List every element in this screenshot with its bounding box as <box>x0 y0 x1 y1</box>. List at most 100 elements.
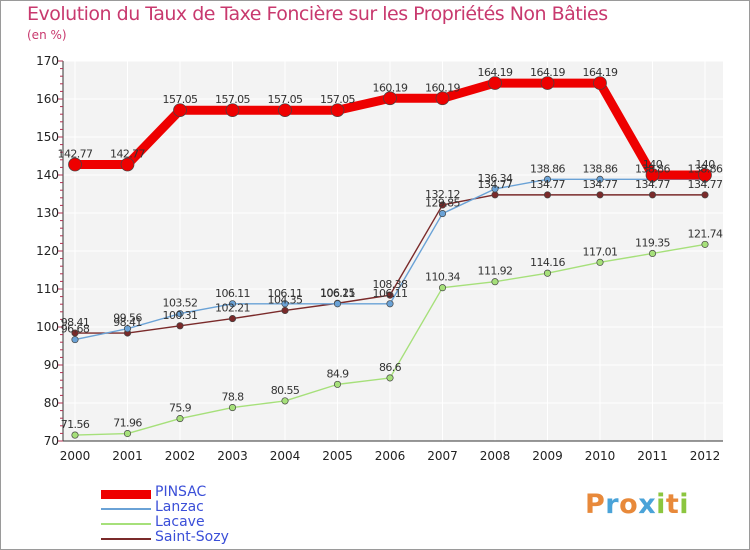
data-label-lanzac: 106.11 <box>268 287 303 300</box>
legend-swatch <box>101 508 151 510</box>
data-point-pinsac <box>173 103 187 118</box>
data-label-lanzac: 138.86 <box>635 162 670 175</box>
proxiti-logo: Proxiti <box>585 489 689 520</box>
data-point-lanzac <box>176 310 184 318</box>
data-point-pinsac <box>435 91 450 106</box>
x-tick-label: 2000 <box>60 449 91 463</box>
data-label-pinsac: 157.05 <box>163 93 198 106</box>
y-tick-label: 160 <box>36 92 59 106</box>
data-point-pinsac <box>68 157 82 172</box>
data-point-lanzac <box>333 300 342 308</box>
y-tick-label: 150 <box>36 130 59 144</box>
data-point-pinsac <box>120 157 135 172</box>
data-point-pinsac <box>540 76 555 90</box>
data-point-lacave <box>176 415 184 423</box>
data-label-lacave: 75.9 <box>169 402 192 415</box>
data-point-lacave <box>71 431 79 439</box>
data-point-lacave <box>228 404 237 412</box>
data-label-lanzac: 106.11 <box>373 287 408 300</box>
data-label-pinsac: 157.05 <box>320 93 355 106</box>
x-tick-label: 2005 <box>322 449 353 463</box>
data-label-pinsac: 140 <box>695 158 715 171</box>
data-point-saint-sozy <box>281 306 289 315</box>
data-point-lacave <box>596 258 604 266</box>
logo-letter: P <box>585 489 606 520</box>
y-tick-label: 70 <box>44 434 59 448</box>
data-point-pinsac <box>593 76 607 90</box>
data-label-lacave: 117.01 <box>583 245 618 258</box>
data-point-saint-sozy <box>596 191 604 199</box>
data-label-lanzac: 138.86 <box>530 162 565 175</box>
logo-letter: t <box>665 489 680 520</box>
data-point-pinsac <box>488 76 502 90</box>
y-tick-label: 80 <box>44 396 59 410</box>
legend-label: PINSAC <box>155 484 207 500</box>
data-point-lacave <box>491 278 499 286</box>
data-label-saint-sozy: 134.77 <box>688 178 723 191</box>
data-label-pinsac: 160.19 <box>373 81 408 94</box>
legend-swatch <box>101 489 151 499</box>
x-tick-label: 2012 <box>690 449 721 463</box>
data-label-lanzac: 129.85 <box>425 197 460 210</box>
data-label-pinsac: 142.77 <box>110 147 145 160</box>
data-point-lacave <box>438 284 447 292</box>
data-point-lacave <box>648 249 657 258</box>
y-tick-label: 100 <box>36 320 59 334</box>
logo-letter: i <box>679 489 690 520</box>
x-tick-label: 2003 <box>217 449 248 463</box>
x-tick-label: 2009 <box>532 449 563 463</box>
data-label-lacave: 111.92 <box>478 265 513 278</box>
data-point-lanzac <box>543 175 552 183</box>
data-point-lacave <box>281 397 289 405</box>
data-label-lacave: 84.9 <box>326 367 349 380</box>
data-point-lacave <box>123 430 132 438</box>
data-label-saint-sozy: 102.21 <box>215 302 250 315</box>
data-label-lanzac: 106.11 <box>320 287 355 300</box>
logo-letter: r <box>605 489 620 520</box>
x-tick-label: 2006 <box>375 449 406 463</box>
data-point-pinsac <box>330 103 345 118</box>
data-label-pinsac: 164.19 <box>478 66 513 79</box>
data-point-lanzac <box>491 185 499 193</box>
x-tick-label: 2007 <box>427 449 458 463</box>
x-tick-label: 2004 <box>270 449 301 463</box>
data-point-saint-sozy <box>176 322 184 330</box>
data-label-lacave: 71.96 <box>113 417 142 430</box>
data-label-saint-sozy: 134.77 <box>583 178 618 191</box>
x-tick-label: 2010 <box>585 449 616 463</box>
y-tick-label: 130 <box>36 206 59 220</box>
chart-title: Evolution du Taux de Taxe Foncière sur l… <box>27 3 608 25</box>
data-point-saint-sozy <box>438 201 447 209</box>
data-label-pinsac: 140 <box>643 158 663 171</box>
data-label-lanzac: 96.68 <box>61 323 90 336</box>
data-point-pinsac <box>645 168 660 182</box>
data-label-pinsac: 164.19 <box>530 66 565 79</box>
data-label-saint-sozy: 134.77 <box>635 178 670 191</box>
x-tick-label: 2002 <box>165 449 196 463</box>
legend-label: Lacave <box>155 514 205 530</box>
data-label-lacave: 110.34 <box>425 271 460 284</box>
data-label-saint-sozy: 106.25 <box>320 286 355 299</box>
data-label-lacave: 119.35 <box>635 236 670 249</box>
data-point-lanzac <box>596 175 604 183</box>
logo-letter: i <box>656 489 666 520</box>
data-label-lacave: 80.55 <box>271 384 300 397</box>
data-label-saint-sozy: 134.77 <box>478 178 513 191</box>
data-label-lanzac: 138.86 <box>688 162 723 175</box>
data-label-lacave: 121.74 <box>688 227 723 240</box>
x-tick-label: 2001 <box>112 449 143 463</box>
data-point-saint-sozy <box>491 191 499 199</box>
x-tick-label: 2011 <box>637 449 668 463</box>
data-point-saint-sozy <box>386 291 394 299</box>
data-label-saint-sozy: 98.41 <box>61 316 90 329</box>
data-label-lanzac: 106.11 <box>215 287 250 300</box>
data-label-pinsac: 157.05 <box>268 93 303 106</box>
legend-label: Saint-Sozy <box>155 529 229 545</box>
unit-label: (en %) <box>27 28 67 42</box>
data-label-lacave: 86.6 <box>379 361 402 374</box>
data-point-pinsac <box>383 91 397 106</box>
legend-swatch <box>101 538 151 540</box>
data-label-lanzac: 136.34 <box>478 172 513 185</box>
